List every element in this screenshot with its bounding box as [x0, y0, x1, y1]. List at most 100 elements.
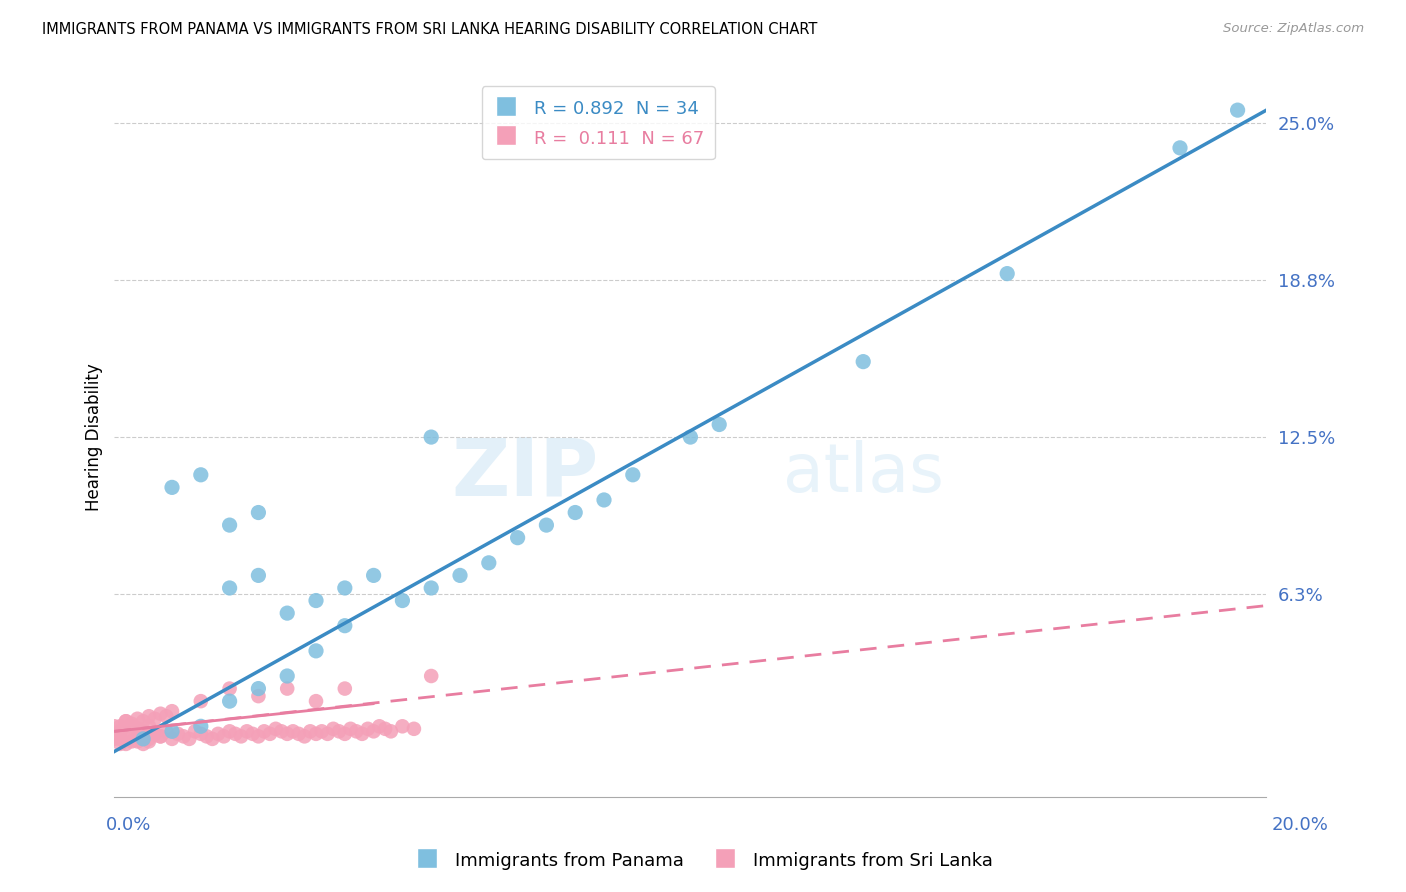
Point: [108, 737, 131, 751]
Text: ZIP: ZIP: [451, 434, 598, 512]
Point: [449, 568, 471, 582]
Point: [160, 724, 183, 739]
Point: [132, 731, 155, 746]
Point: [201, 731, 224, 746]
Point: [207, 727, 229, 741]
Text: IMMIGRANTS FROM PANAMA VS IMMIGRANTS FROM SRI LANKA HEARING DISABILITY CORRELATI: IMMIGRANTS FROM PANAMA VS IMMIGRANTS FRO…: [42, 22, 817, 37]
Point: [127, 730, 149, 744]
Point: [236, 724, 259, 739]
Point: [155, 724, 177, 739]
Point: [149, 730, 172, 744]
Point: [160, 480, 183, 494]
Point: [121, 716, 143, 731]
Point: [108, 731, 131, 746]
Point: [242, 727, 264, 741]
Point: [420, 669, 443, 683]
Point: [391, 719, 413, 733]
Point: [621, 467, 644, 482]
Point: [143, 712, 166, 726]
Point: [357, 722, 380, 736]
Point: [352, 727, 374, 741]
Point: [108, 719, 131, 733]
Point: [190, 467, 212, 482]
Point: [132, 737, 155, 751]
Point: [299, 724, 322, 739]
Point: [316, 727, 339, 741]
Point: [115, 737, 138, 751]
Point: [333, 618, 356, 632]
Point: [218, 724, 240, 739]
Point: [1226, 103, 1249, 117]
Point: [121, 734, 143, 748]
Point: [138, 731, 160, 746]
Point: [264, 722, 287, 736]
Legend: R = 0.892  N = 34, R =  0.111  N = 67: R = 0.892 N = 34, R = 0.111 N = 67: [481, 87, 716, 160]
Point: [420, 430, 443, 444]
Point: [305, 644, 328, 658]
Point: [368, 719, 391, 733]
Point: [564, 506, 586, 520]
Point: [103, 731, 125, 746]
Point: [103, 719, 125, 733]
Point: [363, 568, 385, 582]
Point: [173, 730, 195, 744]
Point: [190, 694, 212, 708]
Point: [143, 727, 166, 741]
Point: [276, 727, 298, 741]
Point: [328, 724, 350, 739]
Point: [127, 734, 149, 748]
Point: [190, 727, 212, 741]
Point: [247, 681, 270, 696]
Point: [155, 709, 177, 723]
Point: [218, 694, 240, 708]
Point: [138, 734, 160, 748]
Point: [305, 727, 328, 741]
Point: [253, 724, 276, 739]
Point: [311, 724, 333, 739]
Point: [276, 606, 298, 620]
Point: [305, 593, 328, 607]
Point: [247, 506, 270, 520]
Point: [247, 689, 270, 703]
Point: [339, 722, 361, 736]
Point: [506, 531, 529, 545]
Point: [127, 712, 149, 726]
Point: [115, 714, 138, 729]
Point: [149, 730, 172, 744]
Point: [270, 724, 292, 739]
Point: [374, 722, 396, 736]
Point: [247, 730, 270, 744]
Point: [259, 727, 281, 741]
Point: [333, 727, 356, 741]
Point: [190, 719, 212, 733]
Point: [224, 727, 246, 741]
Point: [1168, 141, 1191, 155]
Point: [536, 518, 558, 533]
Text: 0.0%: 0.0%: [105, 816, 150, 834]
Legend: Immigrants from Panama, Immigrants from Sri Lanka: Immigrants from Panama, Immigrants from …: [406, 842, 1000, 879]
Point: [218, 518, 240, 533]
Point: [852, 354, 875, 368]
Point: [294, 730, 316, 744]
Point: [276, 681, 298, 696]
Point: [333, 581, 356, 595]
Point: [709, 417, 731, 432]
Point: [402, 722, 425, 736]
Point: [184, 724, 207, 739]
Point: [143, 727, 166, 741]
Point: [179, 731, 201, 746]
Point: [247, 568, 270, 582]
Point: [160, 704, 183, 718]
Point: [166, 727, 188, 741]
Point: [108, 724, 131, 739]
Point: [127, 722, 149, 736]
Text: atlas: atlas: [783, 440, 943, 506]
Point: [132, 731, 155, 746]
Point: [593, 492, 616, 507]
Point: [287, 727, 309, 741]
Point: [281, 724, 304, 739]
Point: [132, 714, 155, 729]
Point: [276, 669, 298, 683]
Point: [138, 709, 160, 723]
Point: [478, 556, 501, 570]
